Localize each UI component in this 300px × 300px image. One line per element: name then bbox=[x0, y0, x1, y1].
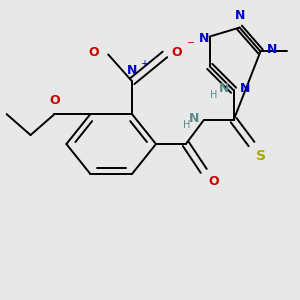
Text: N: N bbox=[266, 44, 277, 56]
Text: N: N bbox=[234, 9, 245, 22]
Text: S: S bbox=[256, 148, 266, 163]
Text: O: O bbox=[88, 46, 99, 59]
Text: +: + bbox=[140, 59, 148, 69]
Text: N: N bbox=[127, 64, 137, 77]
Text: N: N bbox=[189, 112, 199, 125]
Text: N: N bbox=[219, 82, 229, 95]
Text: H: H bbox=[210, 90, 217, 100]
Text: N: N bbox=[199, 32, 209, 45]
Text: O: O bbox=[171, 46, 181, 59]
Text: −: − bbox=[187, 38, 196, 49]
Text: O: O bbox=[208, 176, 219, 188]
Text: H: H bbox=[183, 120, 190, 130]
Text: N: N bbox=[240, 82, 250, 95]
Text: O: O bbox=[49, 94, 60, 107]
